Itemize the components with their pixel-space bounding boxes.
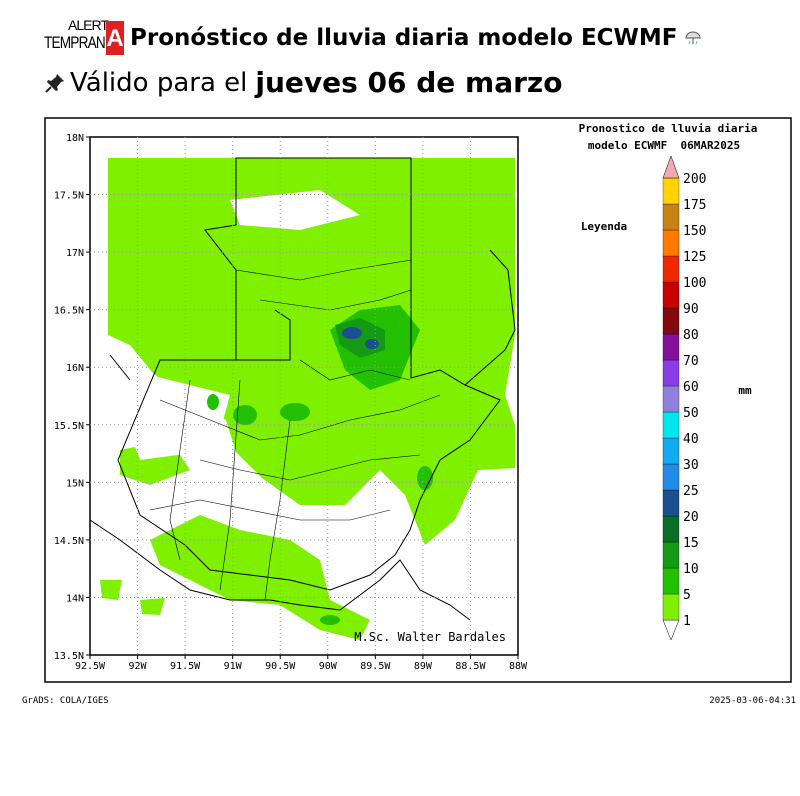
borders <box>89 157 516 621</box>
legend-title: Pronostico de lluvia diaria <box>579 122 758 135</box>
logo-bottom: TEMPRAN <box>44 33 106 52</box>
legend-title: modelo ECWMF 06MAR2025 <box>588 139 740 152</box>
legend-level: 5 <box>683 588 691 603</box>
lat-label: 18N <box>66 133 84 144</box>
legend-level: 200 <box>683 172 706 187</box>
footer-left: GrADS: COLA/IGES <box>22 696 109 706</box>
umbrella-icon <box>685 31 701 45</box>
legend-level: 150 <box>683 224 706 239</box>
legend-swatch <box>662 489 680 517</box>
legend-level: 125 <box>683 250 706 265</box>
lon-label: 88.5W <box>455 661 486 672</box>
logo: ALERT TEMPRAN A <box>44 17 126 57</box>
legend-level: 80 <box>683 328 699 343</box>
legend-level: 1 <box>683 614 691 629</box>
lat-label: 14.5N <box>54 536 84 547</box>
lon-label: 92W <box>129 661 148 672</box>
legend-unit: mm <box>738 384 752 397</box>
legend-swatch <box>662 515 680 543</box>
legend-swatch <box>662 359 680 387</box>
legend-level: 70 <box>683 354 699 369</box>
legend-swatch <box>662 203 680 231</box>
figure-frame <box>44 117 792 683</box>
legend-level: 30 <box>683 458 699 473</box>
legend-level: 10 <box>683 562 699 577</box>
lat-label: 16.5N <box>54 306 84 317</box>
subtitle: Válido para el jueves 06 de marzo <box>44 66 562 99</box>
legend-swatch <box>662 333 680 361</box>
lat-label: 17.5N <box>54 191 84 202</box>
legend-swatch <box>662 307 680 335</box>
legend-swatch <box>662 593 680 621</box>
logo-top: ALERT <box>68 17 109 33</box>
legend-above <box>662 155 680 179</box>
legend-heading: Leyenda <box>581 220 627 233</box>
lon-label: 91W <box>224 661 243 672</box>
legend-swatch <box>662 385 680 413</box>
legend-swatch <box>662 541 680 569</box>
logo-mark: A <box>106 21 124 55</box>
legend-level: 15 <box>683 536 699 551</box>
lat-label: 14N <box>66 593 84 604</box>
legend-level: 90 <box>683 302 699 317</box>
legend-level: 20 <box>683 510 699 525</box>
lon-label: 89W <box>414 661 433 672</box>
legend-swatch <box>662 229 680 257</box>
legend-swatch <box>662 567 680 595</box>
legend-level: 50 <box>683 406 699 421</box>
legend-swatch <box>662 411 680 439</box>
legend-level: 175 <box>683 198 706 213</box>
legend-swatch <box>662 281 680 309</box>
lon-label: 90W <box>319 661 338 672</box>
legend-level: 60 <box>683 380 699 395</box>
header: ALERT TEMPRAN A Pronóstico de lluvia dia… <box>44 17 702 58</box>
lon-label: 92.5W <box>75 661 106 672</box>
subtitle-prefix: Válido para el <box>70 67 248 98</box>
lat-label: 15.5N <box>54 421 84 432</box>
lon-label: 90.5W <box>265 661 296 672</box>
legend-swatch <box>662 177 680 205</box>
pin-icon <box>45 73 64 93</box>
subtitle-date: jueves 06 de marzo <box>255 66 563 99</box>
lon-label: 88W <box>509 661 528 672</box>
credit: M.Sc. Walter Bardales <box>354 630 506 644</box>
rain-field <box>100 158 515 640</box>
lat-label: 16N <box>66 363 84 374</box>
legend-swatch <box>662 437 680 465</box>
legend-below <box>662 619 680 641</box>
lat-label: 13.5N <box>54 651 84 662</box>
legend-level: 40 <box>683 432 699 447</box>
legend-level: 100 <box>683 276 706 291</box>
legend-level: 25 <box>683 484 699 499</box>
footer-right: 2025-03-06-04:31 <box>709 696 796 706</box>
lat-label: 17N <box>66 248 84 259</box>
lat-label: 15N <box>66 478 84 489</box>
title: Pronóstico de lluvia diaria modelo ECWMF <box>130 25 678 51</box>
legend-swatch <box>662 463 680 491</box>
legend-swatch <box>662 255 680 283</box>
lon-label: 89.5W <box>360 661 391 672</box>
departments <box>149 259 441 601</box>
lon-label: 91.5W <box>170 661 201 672</box>
map-frame <box>89 136 519 656</box>
